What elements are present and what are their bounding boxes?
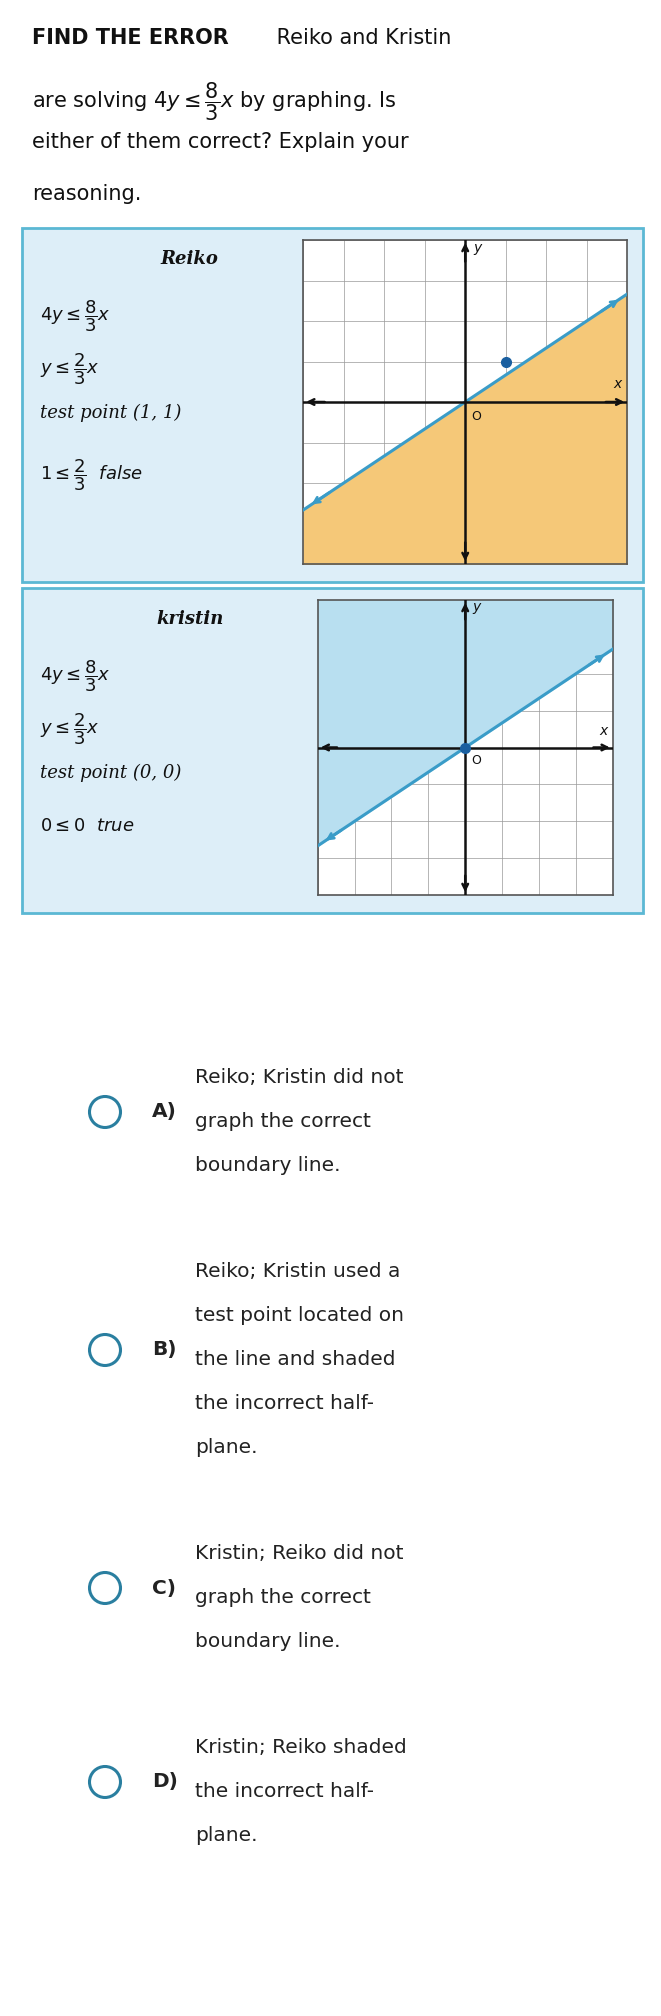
Text: O: O <box>471 409 481 423</box>
Text: C): C) <box>152 1579 176 1597</box>
Text: plane.: plane. <box>195 1437 258 1458</box>
Text: graph the correct: graph the correct <box>195 1589 371 1607</box>
Text: the line and shaded: the line and shaded <box>195 1351 395 1369</box>
Text: plane.: plane. <box>195 1826 258 1845</box>
Text: Kristin; Reiko did not: Kristin; Reiko did not <box>195 1544 403 1562</box>
Text: $0 \leq 0$  true: $0 \leq 0$ true <box>40 816 135 835</box>
Text: graph the correct: graph the correct <box>195 1113 371 1131</box>
Text: x: x <box>613 377 621 391</box>
Text: kristin: kristin <box>156 611 223 629</box>
Text: Reiko and Kristin: Reiko and Kristin <box>270 28 451 48</box>
Text: $1 \leq \dfrac{2}{3}$  false: $1 \leq \dfrac{2}{3}$ false <box>40 458 143 492</box>
Text: $y \leq \dfrac{2}{3}x$: $y \leq \dfrac{2}{3}x$ <box>40 712 100 746</box>
Text: the incorrect half-: the incorrect half- <box>195 1393 374 1413</box>
Text: $4y \leq \dfrac{8}{3}x$: $4y \leq \dfrac{8}{3}x$ <box>40 657 110 694</box>
Text: Reiko: Reiko <box>161 250 219 268</box>
Text: test point (0, 0): test point (0, 0) <box>40 764 181 782</box>
Text: boundary line.: boundary line. <box>195 1633 340 1651</box>
Text: D): D) <box>152 1772 178 1792</box>
Text: A): A) <box>152 1103 177 1121</box>
Text: O: O <box>471 754 481 768</box>
Text: Kristin; Reiko shaded: Kristin; Reiko shaded <box>195 1738 407 1758</box>
Bar <box>22 589 643 913</box>
Text: $4y \leq \dfrac{8}{3}x$: $4y \leq \dfrac{8}{3}x$ <box>40 298 110 333</box>
Text: y: y <box>473 601 481 615</box>
Bar <box>22 228 643 583</box>
Text: x: x <box>600 724 608 738</box>
Text: reasoning.: reasoning. <box>32 183 141 204</box>
Text: B): B) <box>152 1341 176 1359</box>
Text: y: y <box>473 242 482 256</box>
Text: $y \leq \dfrac{2}{3}x$: $y \leq \dfrac{2}{3}x$ <box>40 351 100 387</box>
Text: either of them correct? Explain your: either of them correct? Explain your <box>32 131 408 151</box>
Text: are solving $4y \leq \dfrac{8}{3}x$ by graphing. Is: are solving $4y \leq \dfrac{8}{3}x$ by g… <box>32 81 397 123</box>
Text: boundary line.: boundary line. <box>195 1155 340 1175</box>
Text: the incorrect half-: the incorrect half- <box>195 1782 374 1800</box>
Text: Reiko; Kristin used a: Reiko; Kristin used a <box>195 1262 401 1280</box>
Text: Reiko; Kristin did not: Reiko; Kristin did not <box>195 1068 403 1087</box>
Text: FIND THE ERROR: FIND THE ERROR <box>32 28 229 48</box>
Text: test point located on: test point located on <box>195 1306 404 1325</box>
Text: test point (1, 1): test point (1, 1) <box>40 403 181 421</box>
